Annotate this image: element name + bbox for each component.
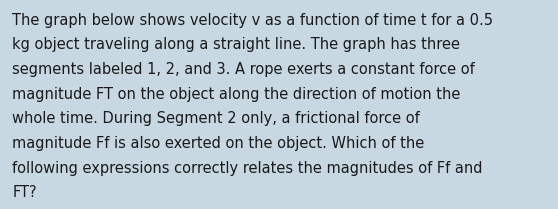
Text: magnitude Ff is also exerted on the object. Which of the: magnitude Ff is also exerted on the obje… bbox=[12, 136, 425, 151]
Text: kg object traveling along a straight line. The graph has three: kg object traveling along a straight lin… bbox=[12, 37, 460, 52]
Text: magnitude FT on the object along the direction of motion the: magnitude FT on the object along the dir… bbox=[12, 87, 461, 102]
Text: FT?: FT? bbox=[12, 185, 37, 200]
Text: whole time. During Segment 2 only, a frictional force of: whole time. During Segment 2 only, a fri… bbox=[12, 111, 420, 126]
Text: segments labeled 1, 2, and 3. A rope exerts a constant force of: segments labeled 1, 2, and 3. A rope exe… bbox=[12, 62, 475, 77]
Text: The graph below shows velocity v as a function of time t for a 0.5: The graph below shows velocity v as a fu… bbox=[12, 13, 493, 28]
Text: following expressions correctly relates the magnitudes of Ff and: following expressions correctly relates … bbox=[12, 161, 483, 176]
